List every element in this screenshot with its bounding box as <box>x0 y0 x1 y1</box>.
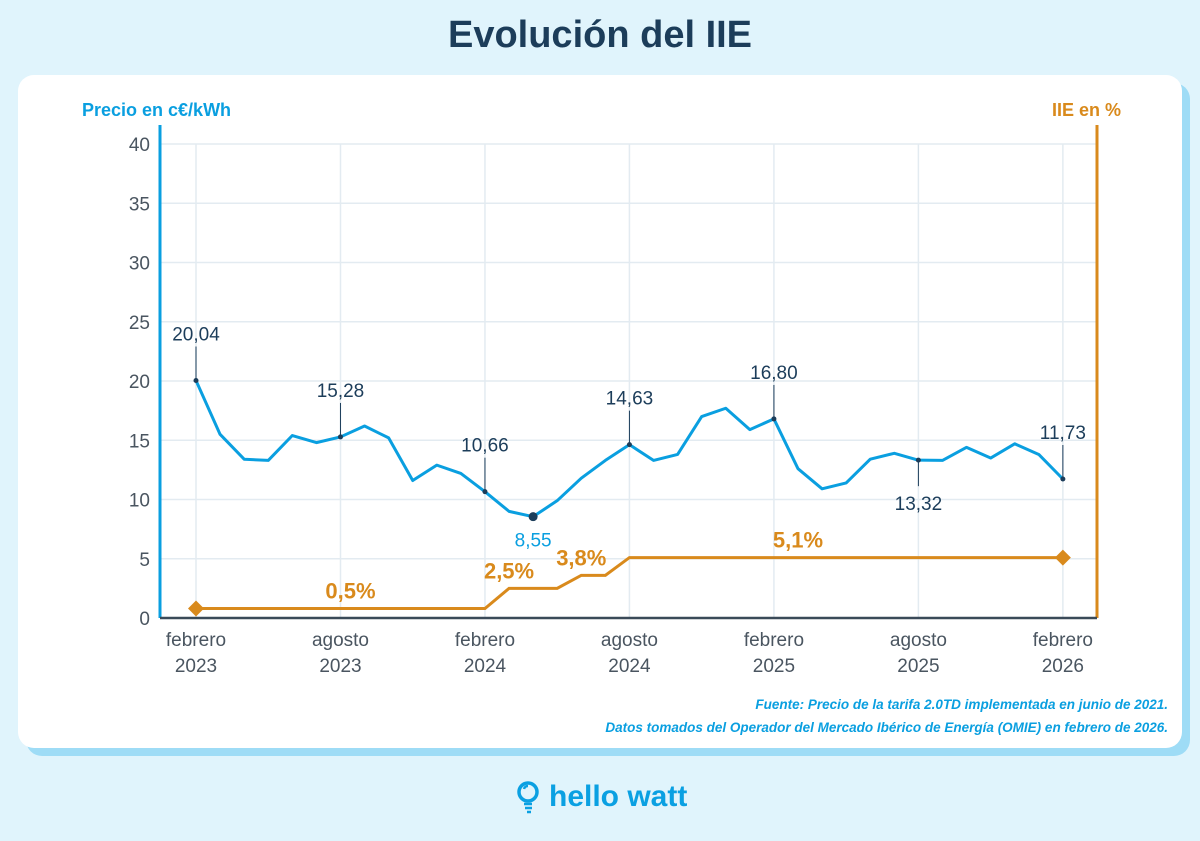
y-tick-label: 35 <box>129 194 150 215</box>
x-tick-label: 2023 <box>175 656 217 677</box>
x-tick-label: agosto <box>601 630 658 651</box>
x-tick-label: agosto <box>312 630 369 651</box>
y-tick-label: 0 <box>139 609 150 630</box>
iie-label: 2,5% <box>484 558 534 583</box>
iie-endpoint-marker <box>188 600 204 617</box>
logo-text: hello watt <box>549 780 688 813</box>
data-label: 11,73 <box>1040 423 1086 444</box>
source-note: Fuente: Precio de la tarifa 2.0TD implem… <box>755 697 1168 712</box>
x-tick-label: 2026 <box>1042 656 1084 677</box>
x-tick-label: 2025 <box>897 656 939 677</box>
iie-label: 0,5% <box>325 579 375 604</box>
price-point <box>528 512 538 522</box>
y-tick-label: 10 <box>129 491 150 512</box>
chart-card <box>18 75 1182 748</box>
data-label: 15,28 <box>317 381 365 402</box>
iie-label: 3,8% <box>556 545 606 570</box>
data-label: 20,04 <box>172 325 220 346</box>
lightbulb-icon <box>517 781 539 814</box>
x-tick-label: 2025 <box>753 656 795 677</box>
x-tick-label: febrero <box>744 630 804 651</box>
chart-title: Evolución del IIE <box>447 14 753 56</box>
y-tick-label: 30 <box>129 254 150 275</box>
x-tick-label: 2024 <box>608 656 651 677</box>
x-tick-label: 2024 <box>464 656 507 677</box>
data-label: 8,55 <box>515 531 552 552</box>
right-axis-label: IIE en % <box>1052 100 1121 120</box>
left-axis-label: Precio en c€/kWh <box>82 100 231 120</box>
y-tick-label: 25 <box>129 313 150 334</box>
source-note: Datos tomados del Operador del Mercado I… <box>605 720 1168 735</box>
iie-endpoint-marker <box>1054 549 1071 566</box>
data-label: 13,32 <box>895 494 943 515</box>
x-tick-label: febrero <box>166 630 226 651</box>
x-tick-label: febrero <box>1033 630 1093 651</box>
x-tick-label: febrero <box>455 630 515 651</box>
y-tick-label: 20 <box>129 372 150 393</box>
y-tick-label: 40 <box>129 135 150 156</box>
x-tick-label: agosto <box>890 630 947 651</box>
y-tick-label: 5 <box>139 550 150 571</box>
data-label: 14,63 <box>606 389 654 410</box>
y-tick-label: 15 <box>129 431 150 452</box>
data-label: 10,66 <box>461 436 509 457</box>
iie-line <box>196 556 1063 611</box>
iie-label: 5,1% <box>773 528 823 553</box>
x-tick-label: 2023 <box>319 656 361 677</box>
logo: hello watt <box>515 780 687 814</box>
data-label: 16,80 <box>750 363 798 384</box>
